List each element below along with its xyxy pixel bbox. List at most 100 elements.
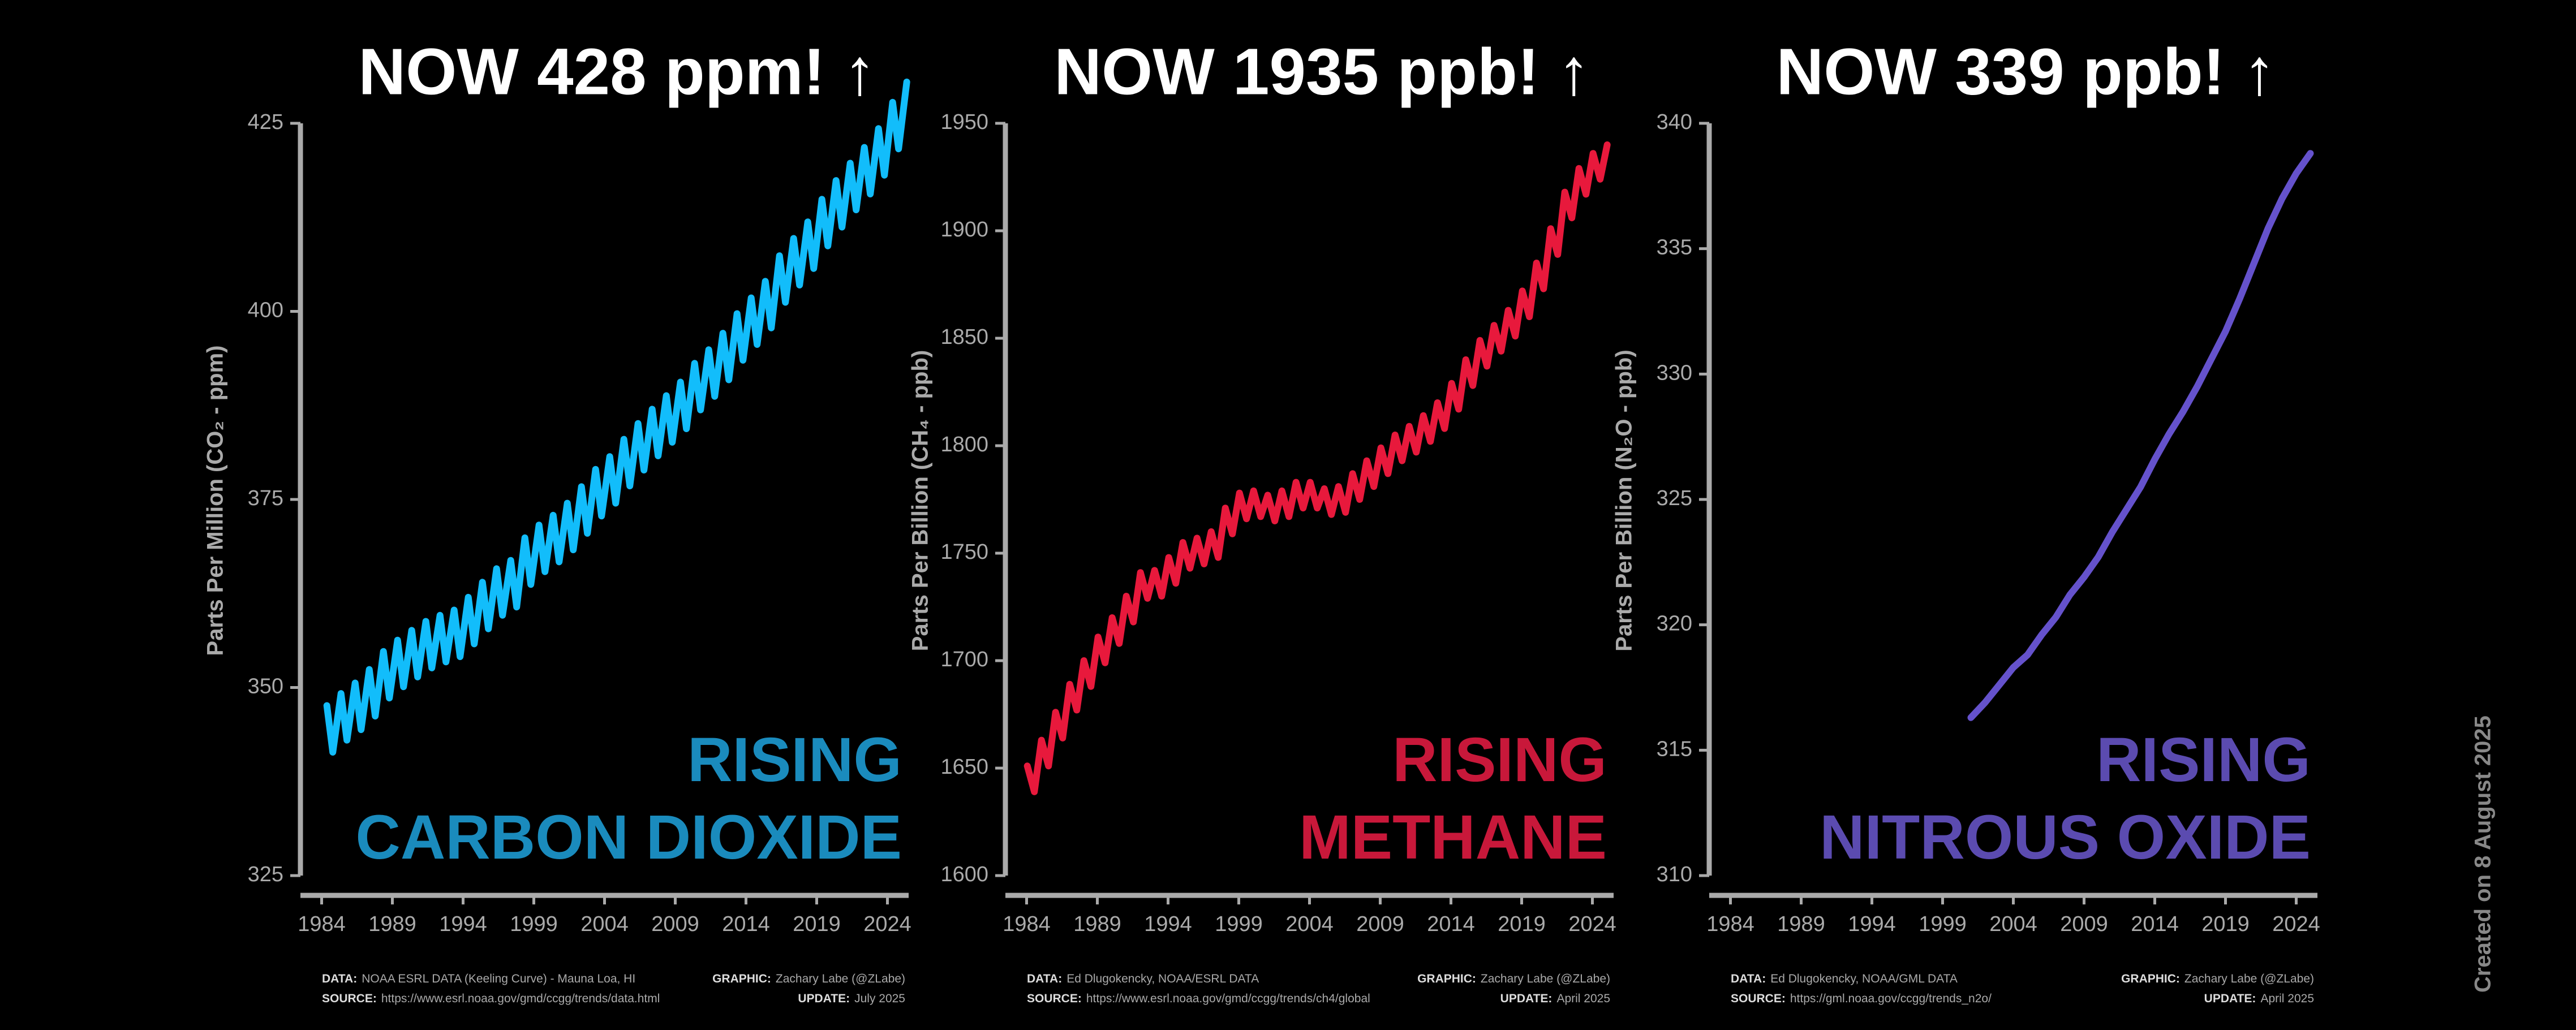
x-tick-label: 2024	[1568, 912, 1616, 936]
footer-label: GRAPHIC:	[712, 972, 771, 985]
y-axis-label: Parts Per Billion (N₂O - ppb)	[1612, 350, 1637, 651]
x-tick-label: 1999	[510, 912, 558, 936]
credit: Created on 8 August 2025	[2471, 716, 2496, 993]
footer-value: Ed Dlugokencky, NOAA/GML DATA	[1770, 972, 1958, 985]
annotation: RISING	[1392, 725, 1607, 795]
x-tick-label: 1989	[1073, 912, 1121, 936]
footer-label: GRAPHIC:	[2121, 972, 2180, 985]
y-tick-label: 350	[248, 675, 283, 699]
footer-label: DATA:	[1027, 972, 1062, 985]
x-tick-label: 2019	[2201, 912, 2250, 936]
footer-text: UPDATE: April 2025	[1500, 992, 1610, 1005]
footer-label: SOURCE:	[322, 992, 377, 1005]
y-tick-label: 400	[248, 299, 283, 322]
x-tick-label: 1994	[1848, 912, 1896, 936]
footer-value: July 2025	[854, 992, 905, 1005]
footer-value: https://www.esrl.noaa.gov/gmd/ccgg/trend…	[381, 992, 660, 1005]
y-tick-label: 1750	[940, 540, 988, 564]
x-tick-label: 1994	[439, 912, 487, 936]
x-tick-label: 1999	[1215, 912, 1263, 936]
footer-text: SOURCE: https://www.esrl.noaa.gov/gmd/ccg…	[322, 992, 660, 1005]
y-tick-label: 320	[1657, 612, 1692, 636]
x-tick-label: 2009	[1356, 912, 1404, 936]
footer-label: DATA:	[1731, 972, 1766, 985]
x-tick-label: 1984	[1706, 912, 1754, 936]
footer-text: UPDATE: July 2025	[798, 992, 905, 1005]
y-tick-label: 1850	[940, 325, 988, 349]
y-tick-label: 1800	[940, 433, 988, 456]
y-tick-label: 340	[1657, 110, 1692, 134]
footer-value: Zachary Labe (@ZLabe)	[2184, 972, 2314, 985]
annotation: CARBON DIOXIDE	[355, 803, 902, 872]
y-tick-label: 375	[248, 486, 283, 510]
footer-value: Zachary Labe (@ZLabe)	[1481, 972, 1610, 985]
y-tick-label: 325	[1657, 486, 1692, 510]
y-tick-label: 315	[1657, 737, 1692, 761]
annotation: RISING	[2096, 725, 2311, 795]
footer-label: SOURCE:	[1731, 992, 1786, 1005]
footer-value: Zachary Labe (@ZLabe)	[776, 972, 905, 985]
x-tick-label: 1989	[368, 912, 416, 936]
annotation: NITROUS OXIDE	[1820, 803, 2311, 872]
y-tick-label: 1950	[940, 110, 988, 134]
footer-text: SOURCE: https://gml.noaa.gov/ccgg/trends_…	[1731, 992, 1992, 1005]
x-tick-label: 2014	[1427, 912, 1475, 936]
footer-value: NOAA ESRL DATA (Keeling Curve) - Mauna L…	[362, 972, 635, 985]
x-tick-label: 1994	[1144, 912, 1192, 936]
y-tick-label: 310	[1657, 863, 1692, 886]
y-tick-label: 1700	[940, 648, 988, 671]
footer-value: https://www.esrl.noaa.gov/gmd/ccgg/trend…	[1086, 992, 1370, 1005]
x-tick-label: 2004	[580, 912, 629, 936]
footer-label: UPDATE:	[798, 992, 850, 1005]
footer-text: GRAPHIC: Zachary Labe (@ZLabe)	[1417, 972, 1610, 985]
x-tick-label: 2009	[2060, 912, 2108, 936]
footer-text: DATA: NOAA ESRL DATA (Keeling Curve) - Ma…	[322, 972, 635, 985]
y-tick-label: 330	[1657, 361, 1692, 385]
footer-text: GRAPHIC: Zachary Labe (@ZLabe)	[712, 972, 905, 985]
y-tick-label: 1600	[940, 863, 988, 886]
footer-label: SOURCE:	[1027, 992, 1082, 1005]
y-tick-label: 335	[1657, 236, 1692, 260]
chart-title: NOW 339 ppb! ↑	[1777, 35, 2276, 109]
annotation: RISING	[687, 725, 902, 795]
x-tick-label: 2019	[1498, 912, 1546, 936]
footer-label: DATA:	[322, 972, 357, 985]
chart-title: NOW 1935 ppb! ↑	[1054, 35, 1590, 109]
footer-value: Ed Dlugokencky, NOAA/ESRL DATA	[1066, 972, 1259, 985]
y-tick-label: 1900	[940, 218, 988, 242]
x-tick-label: 2004	[1285, 912, 1334, 936]
y-tick-label: 425	[248, 110, 283, 134]
x-tick-label: 2024	[863, 912, 911, 936]
x-tick-label: 2004	[1989, 912, 2037, 936]
annotation: METHANE	[1299, 803, 1607, 872]
x-tick-label: 2009	[651, 912, 699, 936]
footer-value: April 2025	[2260, 992, 2314, 1005]
data-line	[1967, 150, 2314, 721]
x-tick-label: 1984	[298, 912, 346, 936]
data-line	[323, 78, 910, 756]
footer-text: DATA: Ed Dlugokencky, NOAA/GML DATA	[1731, 972, 1958, 985]
x-tick-label: 2019	[793, 912, 841, 936]
footer-text: SOURCE: https://www.esrl.noaa.gov/gmd/ccg…	[1027, 992, 1370, 1005]
footer-text: UPDATE: April 2025	[2204, 992, 2314, 1005]
x-tick-label: 2024	[2272, 912, 2320, 936]
footer-value: https://gml.noaa.gov/ccgg/trends_n2o/	[1790, 992, 1992, 1005]
footer-label: UPDATE:	[2204, 992, 2256, 1005]
x-tick-label: 1999	[1919, 912, 1967, 936]
y-axis-label: Parts Per Million (CO₂ - ppm)	[203, 346, 228, 656]
footer-value: April 2025	[1556, 992, 1610, 1005]
x-tick-label: 1989	[1777, 912, 1825, 936]
data-line	[1023, 141, 1611, 795]
x-tick-label: 2014	[2131, 912, 2179, 936]
y-axis-label: Parts Per Billion (CH₄ - ppb)	[908, 350, 933, 651]
footer-label: UPDATE:	[1500, 992, 1553, 1005]
y-tick-label: 1650	[940, 755, 988, 779]
y-tick-label: 325	[248, 863, 283, 886]
footer-label: GRAPHIC:	[1417, 972, 1476, 985]
chart-title: NOW 428 ppm! ↑	[358, 35, 876, 109]
footer-text: GRAPHIC: Zachary Labe (@ZLabe)	[2121, 972, 2314, 985]
x-tick-label: 1984	[1003, 912, 1051, 936]
footer-text: DATA: Ed Dlugokencky, NOAA/ESRL DATA	[1027, 972, 1259, 985]
